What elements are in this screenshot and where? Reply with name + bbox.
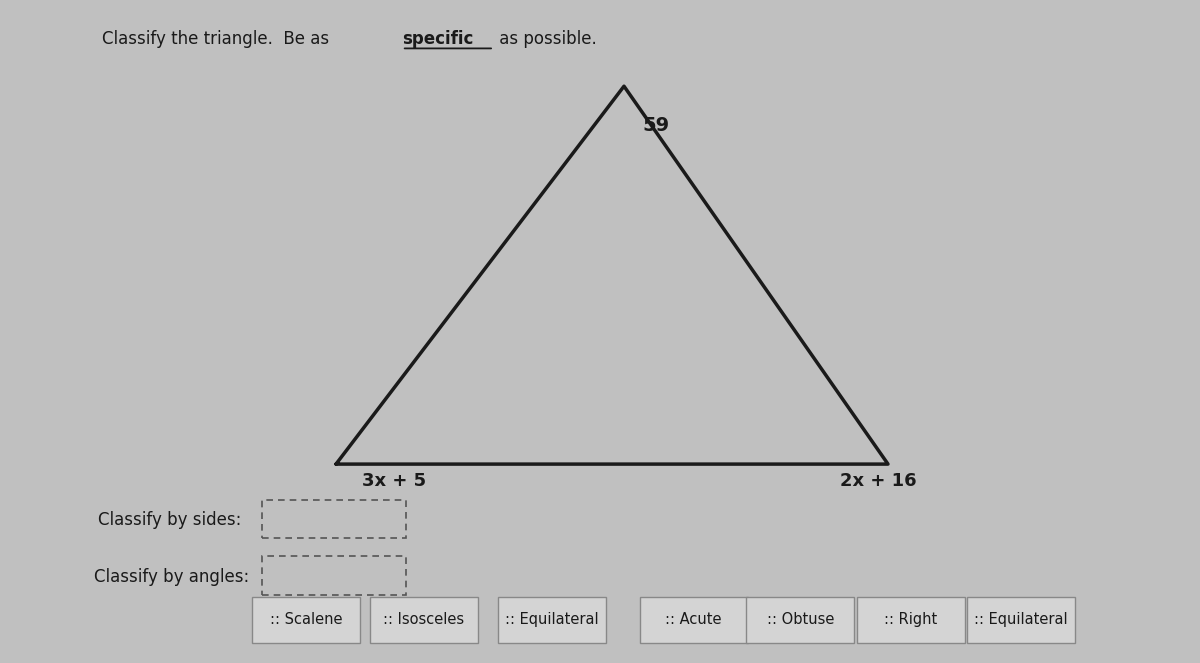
Text: :: Equilateral: :: Equilateral xyxy=(974,613,1068,627)
Text: 2x + 16: 2x + 16 xyxy=(840,472,917,490)
FancyBboxPatch shape xyxy=(967,597,1075,643)
Text: :: Acute: :: Acute xyxy=(665,613,722,627)
FancyBboxPatch shape xyxy=(857,597,965,643)
FancyBboxPatch shape xyxy=(252,597,360,643)
FancyBboxPatch shape xyxy=(498,597,606,643)
Text: :: Isosceles: :: Isosceles xyxy=(383,613,464,627)
Text: specific: specific xyxy=(402,30,473,48)
Text: :: Scalene: :: Scalene xyxy=(270,613,342,627)
Text: :: Equilateral: :: Equilateral xyxy=(505,613,599,627)
Text: :: Right: :: Right xyxy=(884,613,937,627)
Text: Classify by angles:: Classify by angles: xyxy=(94,568,248,586)
FancyBboxPatch shape xyxy=(746,597,854,643)
Text: 3x + 5: 3x + 5 xyxy=(362,472,426,490)
Text: 59: 59 xyxy=(642,116,670,135)
Text: Classify by sides:: Classify by sides: xyxy=(98,511,241,530)
FancyBboxPatch shape xyxy=(640,597,748,643)
Text: Classify the triangle.  Be as: Classify the triangle. Be as xyxy=(102,30,335,48)
Text: :: Obtuse: :: Obtuse xyxy=(767,613,834,627)
FancyBboxPatch shape xyxy=(370,597,478,643)
Text: as possible.: as possible. xyxy=(494,30,596,48)
